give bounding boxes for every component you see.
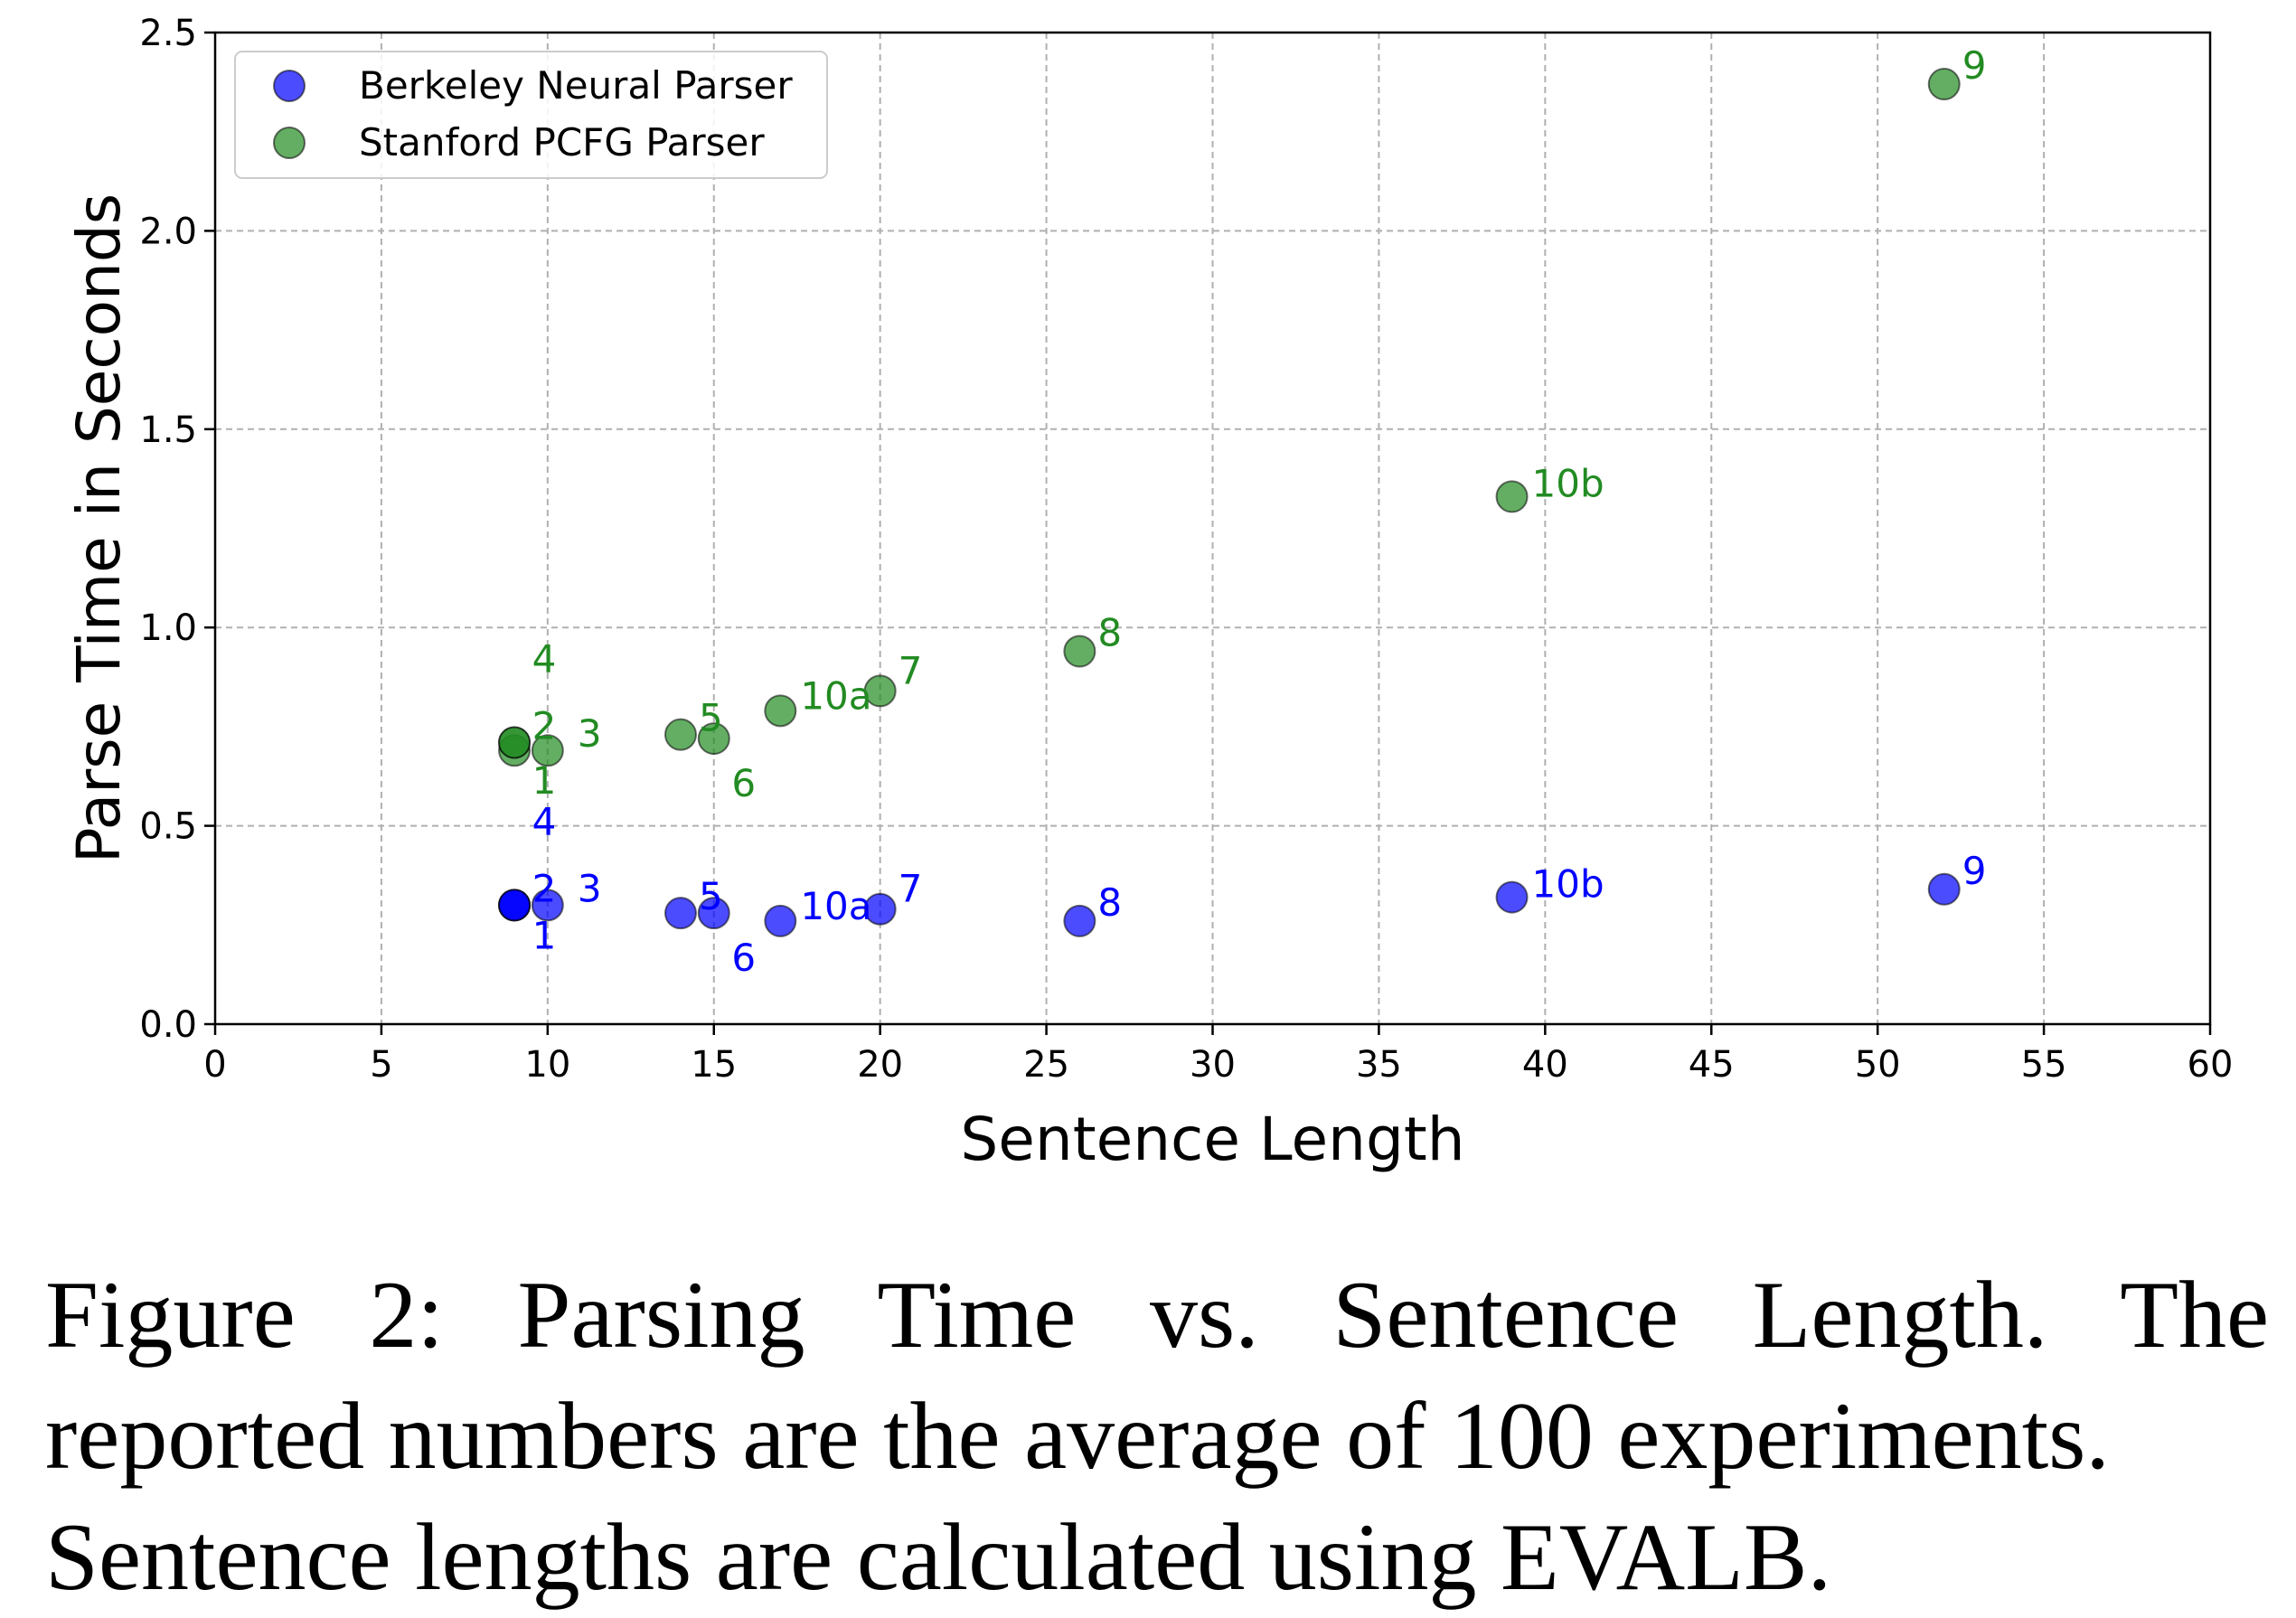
caption-line-3: Sentence lengths are calculated using EV… [45,1504,1832,1610]
legend-marker-stanford [273,127,306,159]
x-tick-label: 50 [1855,1044,1901,1086]
berkeley-point-label-3: 3 [578,866,602,910]
berkeley-point-10a [764,904,797,937]
x-tick-label: 5 [370,1044,392,1086]
x-tick-label: 45 [1689,1044,1735,1086]
berkeley-point-9 [1927,872,1961,906]
stanford-point-label-8: 8 [1097,611,1122,655]
stanford-point-4 [498,726,532,759]
berkeley-point-label-6: 6 [731,936,756,980]
stanford-point-7 [863,674,897,708]
stanford-point-label-1: 1 [532,758,557,803]
x-tick-label: 35 [1356,1044,1402,1086]
plot-frame [213,31,2212,1026]
berkeley-point-label-10a: 10a [800,884,871,928]
legend-label-stanford: Stanford PCFG Parser [359,120,765,165]
legend-box [234,51,828,179]
legend-marker-berkeley [273,70,306,102]
stanford-point-label-7: 7 [899,648,923,692]
x-tick-label: 30 [1190,1044,1236,1086]
axis-ticks: 0 5 10 15 20 25 30 35 40 45 50 55 600.00.51.01.52.02… [139,13,2233,1086]
scatter-chart: 0 5 10 15 20 25 30 35 40 45 50 55 600.00.51.01.52.02… [64,13,2233,1174]
stanford-point-label-2: 2 [532,703,557,748]
stanford-point-label-9: 9 [1962,43,1987,88]
figure-caption: Figure 2: Parsing Time vs. Sentence Leng… [45,1255,2269,1618]
legend-label-berkeley: Berkeley Neural Parser [359,63,793,108]
berkeley-point-4 [498,889,532,922]
berkeley-point-label-1: 1 [532,913,557,957]
berkeley-point-label-7: 7 [899,867,923,911]
x-tick-label: 20 [857,1044,903,1086]
stanford-point-8 [1063,635,1096,668]
berkeley-point-label-5: 5 [699,874,723,918]
x-tick-label: 55 [2021,1044,2067,1086]
berkeley-point-label-10b: 10b [1532,862,1604,907]
x-tick-label: 10 [524,1044,570,1086]
berkeley-point-8 [1063,904,1096,937]
stanford-point-label-10a: 10a [800,673,871,718]
berkeley-point-7 [863,892,897,926]
x-tick-label: 0 [203,1044,226,1086]
berkeley-point-label-2: 2 [532,866,557,910]
y-tick-label: 2.0 [139,211,197,252]
grid [214,32,2211,1025]
y-tick-label: 0.5 [139,806,197,848]
stanford-point-9 [1927,68,1961,101]
x-tick-label: 25 [1023,1044,1069,1086]
stanford-point-label-3: 3 [578,711,602,756]
x-tick-label: 60 [2188,1044,2234,1086]
x-tick-label: 15 [691,1044,737,1086]
caption-line-2: reported numbers are the average of 100 … [45,1383,2110,1489]
legend: Berkeley Neural Parser Stanford PCFG Par… [234,51,828,179]
y-tick-label: 1.0 [139,607,197,649]
stanford-point-5 [663,718,697,751]
y-tick-label: 1.5 [139,409,197,451]
berkeley-point-3 [531,889,564,922]
stanford-point-label-4: 4 [532,636,557,681]
y-tick-label: 0.0 [139,1004,197,1046]
stanford-point-10a [764,694,797,728]
data-points [498,68,1961,937]
stanford-point-10b [1495,480,1529,513]
caption-line-1: Figure 2: Parsing Time vs. Sentence Leng… [45,1262,2269,1368]
y-tick-label: 2.5 [139,13,197,54]
berkeley-point-label-4: 4 [532,799,557,843]
x-axis-title: Sentence Length [960,1105,1464,1174]
berkeley-point-label-8: 8 [1097,880,1122,925]
stanford-point-3 [531,734,564,767]
berkeley-point-6 [697,897,730,930]
x-tick-label: 40 [1522,1044,1568,1086]
y-axis-title: Parse Time in Seconds [64,193,134,863]
berkeley-point-5 [663,897,697,930]
berkeley-point-10b [1495,880,1529,914]
stanford-point-label-10b: 10b [1532,461,1604,505]
stanford-point-6 [697,722,730,756]
stanford-point-label-6: 6 [731,761,756,805]
stanford-point-label-5: 5 [699,696,723,740]
berkeley-point-label-9: 9 [1962,849,1987,893]
